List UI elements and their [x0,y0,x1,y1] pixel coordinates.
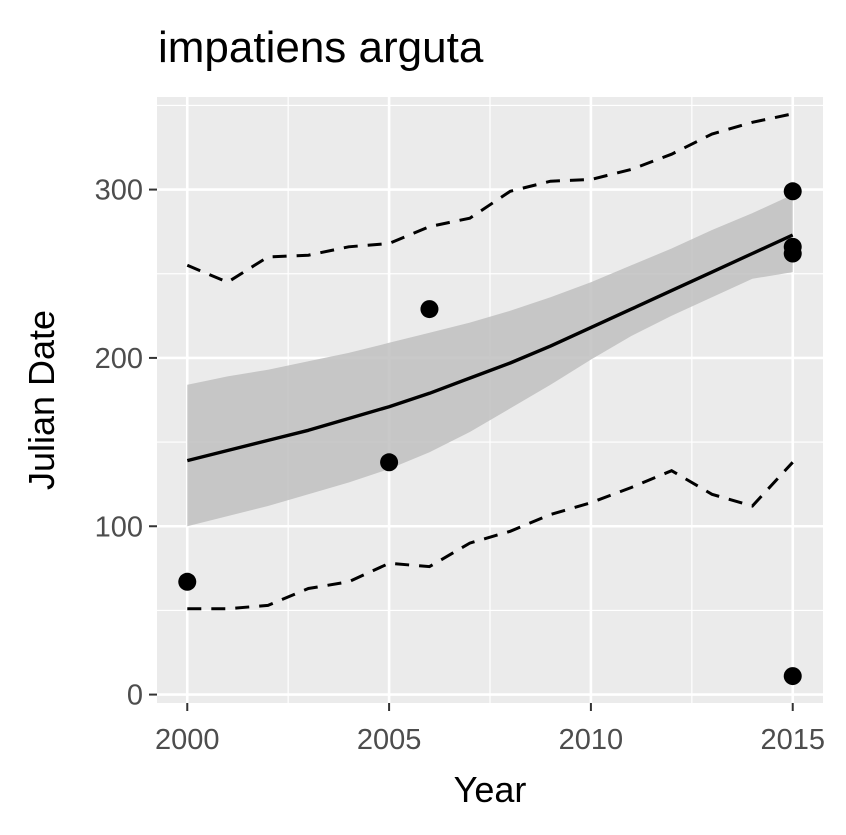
y-tick-label: 300 [95,175,143,207]
data-point [783,182,802,201]
points-layer [178,182,802,686]
x-axis-title: Year [454,769,527,810]
confidence-band-layer [187,194,793,527]
quantile-line-1 [187,461,794,611]
fit-line-layer [186,233,794,463]
x-tick-label: 2005 [357,724,422,756]
y-tick-label: 0 [127,680,143,712]
data-point [380,453,399,472]
y-tick-label: 200 [95,343,143,375]
x-tick-label: 2010 [559,724,624,756]
quantile-line-2 [186,112,794,284]
fit-line [186,233,794,463]
confidence-band [187,194,793,527]
data-point [178,572,197,591]
chart-title: impatiens arguta [158,23,484,72]
x-tick-label: 2015 [760,724,825,756]
x-tick-label: 2000 [155,724,220,756]
y-tick-label: 100 [95,511,143,543]
data-point [420,300,439,319]
data-point [783,667,802,686]
data-point [783,244,802,263]
y-axis: 0 100 200 300 [95,175,157,712]
quantile-lines-layer [186,112,794,611]
y-axis-title: Julian Date [21,310,62,490]
x-axis: 2000 2005 2010 2015 [155,703,825,756]
